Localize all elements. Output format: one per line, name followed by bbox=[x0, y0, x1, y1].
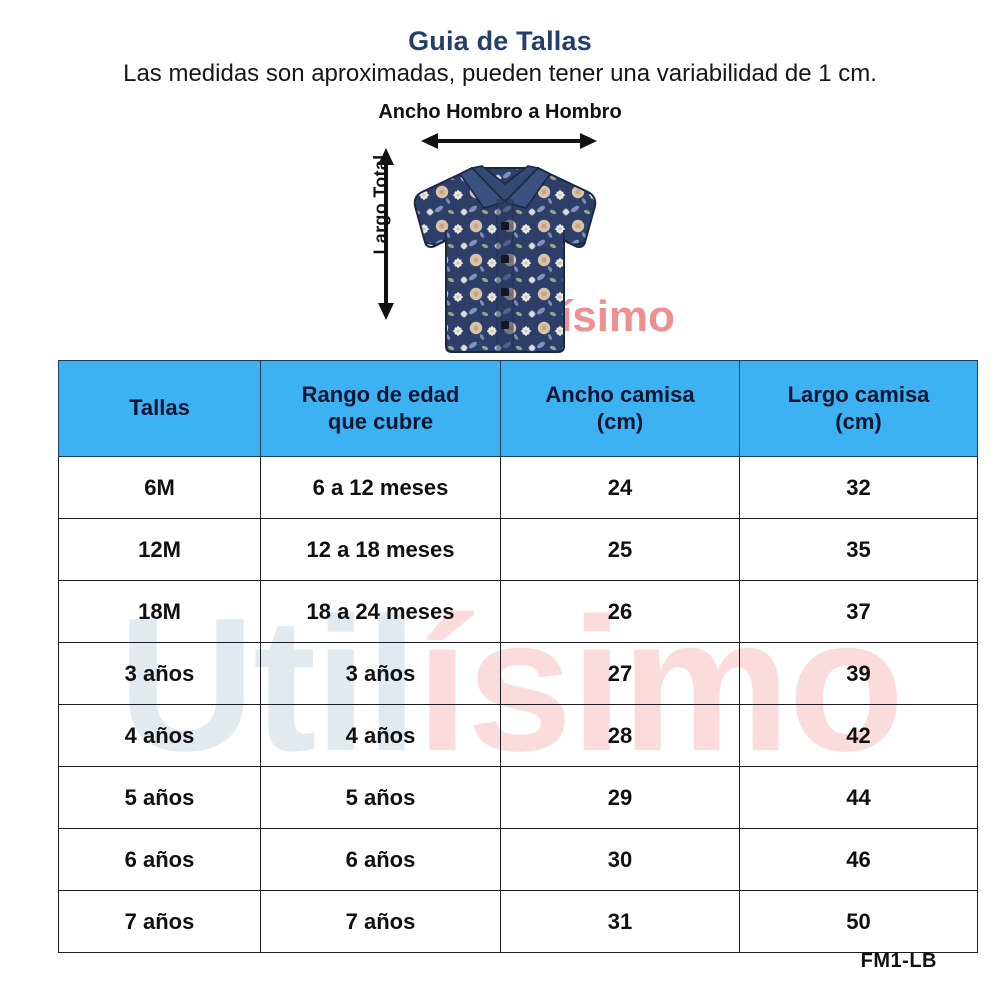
page-title: Guia de Tallas bbox=[408, 26, 592, 56]
column-header-rango-edad: Rango de edad que cubre bbox=[260, 360, 501, 457]
cell-talla: 4 años bbox=[58, 704, 261, 767]
column-header-ancho-camisa: Ancho camisa (cm) bbox=[500, 360, 740, 457]
cell-ancho: 27 bbox=[500, 642, 740, 705]
header-line-2: (cm) bbox=[835, 408, 882, 434]
page-subtitle: Las medidas son aproximadas, pueden tene… bbox=[123, 60, 877, 87]
header-line-1: Tallas bbox=[129, 395, 190, 421]
cell-rango: 3 años bbox=[260, 642, 501, 705]
cell-talla: 3 años bbox=[58, 642, 261, 705]
cell-rango: 6 a 12 meses bbox=[260, 456, 501, 519]
total-length-arrow-icon bbox=[378, 148, 394, 320]
table-row: 3 años 3 años 27 39 bbox=[58, 642, 978, 705]
size-table-container: Tallas Rango de edad que cubre Ancho cam… bbox=[58, 360, 978, 953]
size-table: Tallas Rango de edad que cubre Ancho cam… bbox=[58, 360, 978, 953]
total-length-caption: Largo Total bbox=[370, 154, 391, 255]
header-line-2: (cm) bbox=[596, 408, 644, 434]
cell-ancho: 28 bbox=[500, 704, 740, 767]
table-row: 6 años 6 años 30 46 bbox=[58, 828, 978, 891]
cell-largo: 44 bbox=[739, 766, 978, 829]
cell-ancho: 25 bbox=[500, 518, 740, 581]
size-table-body: 6M 6 a 12 meses 24 32 12M 12 a 18 meses … bbox=[58, 456, 978, 953]
table-row: 7 años 7 años 31 50 bbox=[58, 890, 978, 953]
cell-talla: 7 años bbox=[58, 890, 261, 953]
product-illustration: Largo Total bbox=[355, 128, 655, 360]
cell-ancho: 29 bbox=[500, 766, 740, 829]
cell-talla: 6M bbox=[58, 456, 261, 519]
cell-largo: 32 bbox=[739, 456, 978, 519]
cell-largo: 42 bbox=[739, 704, 978, 767]
cell-rango: 5 años bbox=[260, 766, 501, 829]
table-row: 6M 6 a 12 meses 24 32 bbox=[58, 456, 978, 519]
table-header-row: Tallas Rango de edad que cubre Ancho cam… bbox=[58, 360, 978, 457]
cell-ancho: 30 bbox=[500, 828, 740, 891]
cell-talla: 6 años bbox=[58, 828, 261, 891]
cell-largo: 50 bbox=[739, 890, 978, 953]
floral-shirt-icon bbox=[413, 165, 597, 353]
cell-ancho: 31 bbox=[500, 890, 740, 953]
shoulder-width-arrow-icon bbox=[421, 133, 597, 149]
table-row: 12M 12 a 18 meses 25 35 bbox=[58, 518, 978, 581]
cell-largo: 35 bbox=[739, 518, 978, 581]
cell-ancho: 26 bbox=[500, 580, 740, 643]
cell-talla: 18M bbox=[58, 580, 261, 643]
shoulder-width-caption: Ancho Hombro a Hombro bbox=[378, 101, 622, 123]
cell-largo: 39 bbox=[739, 642, 978, 705]
product-code: FM1-LB bbox=[860, 950, 937, 972]
shirt-image bbox=[400, 150, 610, 360]
column-header-largo-camisa: Largo camisa (cm) bbox=[739, 360, 978, 457]
cell-rango: 6 años bbox=[260, 828, 501, 891]
table-row: 4 años 4 años 28 42 bbox=[58, 704, 978, 767]
cell-largo: 37 bbox=[739, 580, 978, 643]
cell-talla: 12M bbox=[58, 518, 261, 581]
cell-largo: 46 bbox=[739, 828, 978, 891]
header-line-1: Ancho camisa bbox=[545, 381, 695, 407]
table-row: 5 años 5 años 29 44 bbox=[58, 766, 978, 829]
cell-ancho: 24 bbox=[500, 456, 740, 519]
header-line-2: que cubre bbox=[327, 408, 434, 434]
cell-rango: 12 a 18 meses bbox=[260, 518, 501, 581]
header-line-1: Largo camisa bbox=[787, 381, 930, 407]
cell-talla: 5 años bbox=[58, 766, 261, 829]
cell-rango: 18 a 24 meses bbox=[260, 580, 501, 643]
header-line-1: Rango de edad bbox=[301, 381, 460, 407]
size-table-head: Tallas Rango de edad que cubre Ancho cam… bbox=[58, 360, 978, 457]
column-header-tallas: Tallas bbox=[58, 360, 261, 457]
cell-rango: 7 años bbox=[260, 890, 501, 953]
cell-rango: 4 años bbox=[260, 704, 501, 767]
table-row: 18M 18 a 24 meses 26 37 bbox=[58, 580, 978, 643]
